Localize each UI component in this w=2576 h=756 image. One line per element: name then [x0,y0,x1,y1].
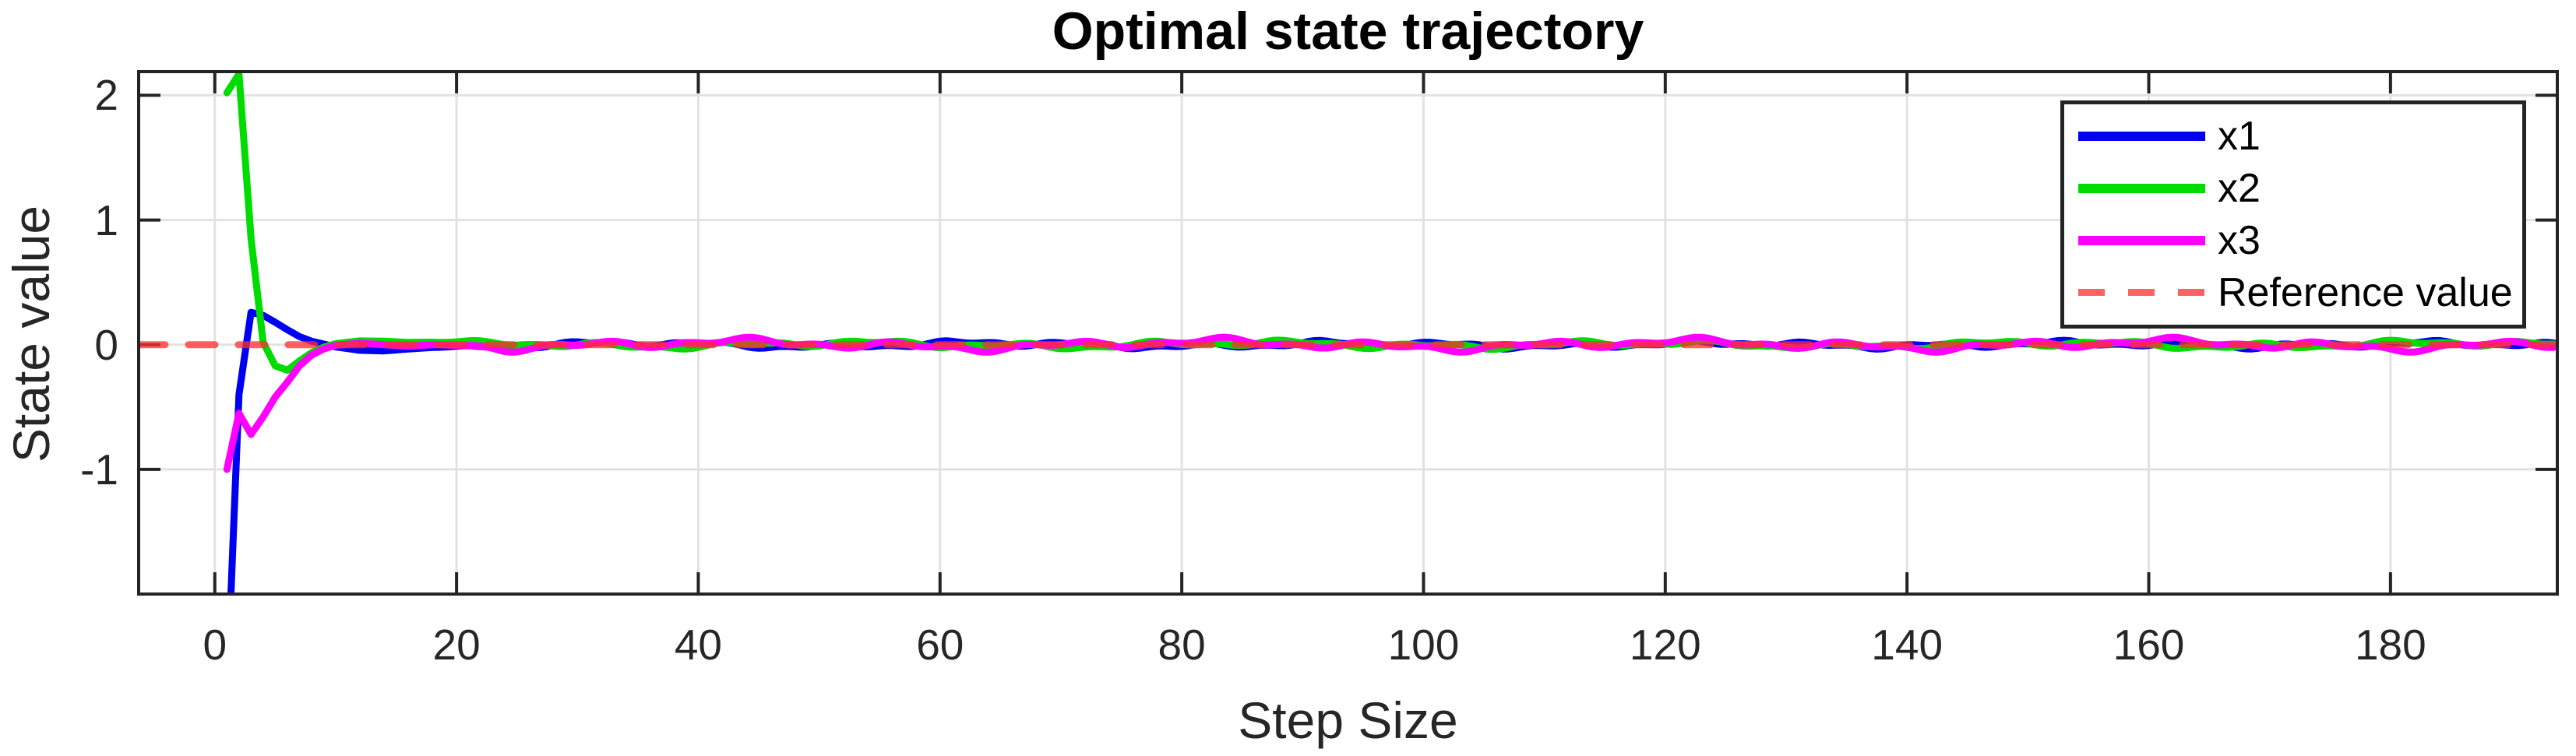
legend-label-x2: x2 [2218,166,2261,212]
legend-item-x1: x1 [2064,114,2522,158]
legend-label-x1: x1 [2218,114,2261,160]
chart-title: Optimal state trajectory [1052,2,1644,61]
legend-line-sample-x3 [2078,235,2205,245]
legend-label-x3: x3 [2218,217,2261,263]
x-tick-label: 180 [2354,621,2426,669]
x-tick-label: 60 [916,621,964,669]
x-tick-label: 80 [1158,621,1206,669]
legend-item-x2: x2 [2064,167,2522,210]
series-line-x3 [223,333,2557,473]
data-lines [139,72,2557,594]
legend-box: x1 x2 x3 Reference value [2060,100,2526,329]
legend-line-sample-x2 [2078,184,2205,194]
axes-border [137,70,2559,596]
x-tick-label: 140 [1871,621,1943,669]
x-tick-label: 160 [2113,621,2185,669]
y-tick-label: 2 [94,71,118,120]
legend-label-reference: Reference value [2218,269,2513,315]
x-tick-label: 40 [674,621,723,669]
y-tick-label: 0 [94,320,118,369]
legend-line-sample-x1 [2078,132,2205,142]
x-tick-label: 100 [1387,621,1460,669]
y-tick-label: 1 [94,195,118,244]
legend-line-sample-reference [2078,289,2205,297]
legend-item-x3: x3 [2064,219,2522,262]
legend-item-reference: Reference value [2064,271,2522,315]
x-tick-label: 0 [203,621,227,669]
x-tick-label: 20 [432,621,481,669]
x-tick-label: 120 [1629,621,1701,669]
x-axis-label: Step Size [1238,691,1458,749]
y-tick-label: -1 [80,445,118,494]
